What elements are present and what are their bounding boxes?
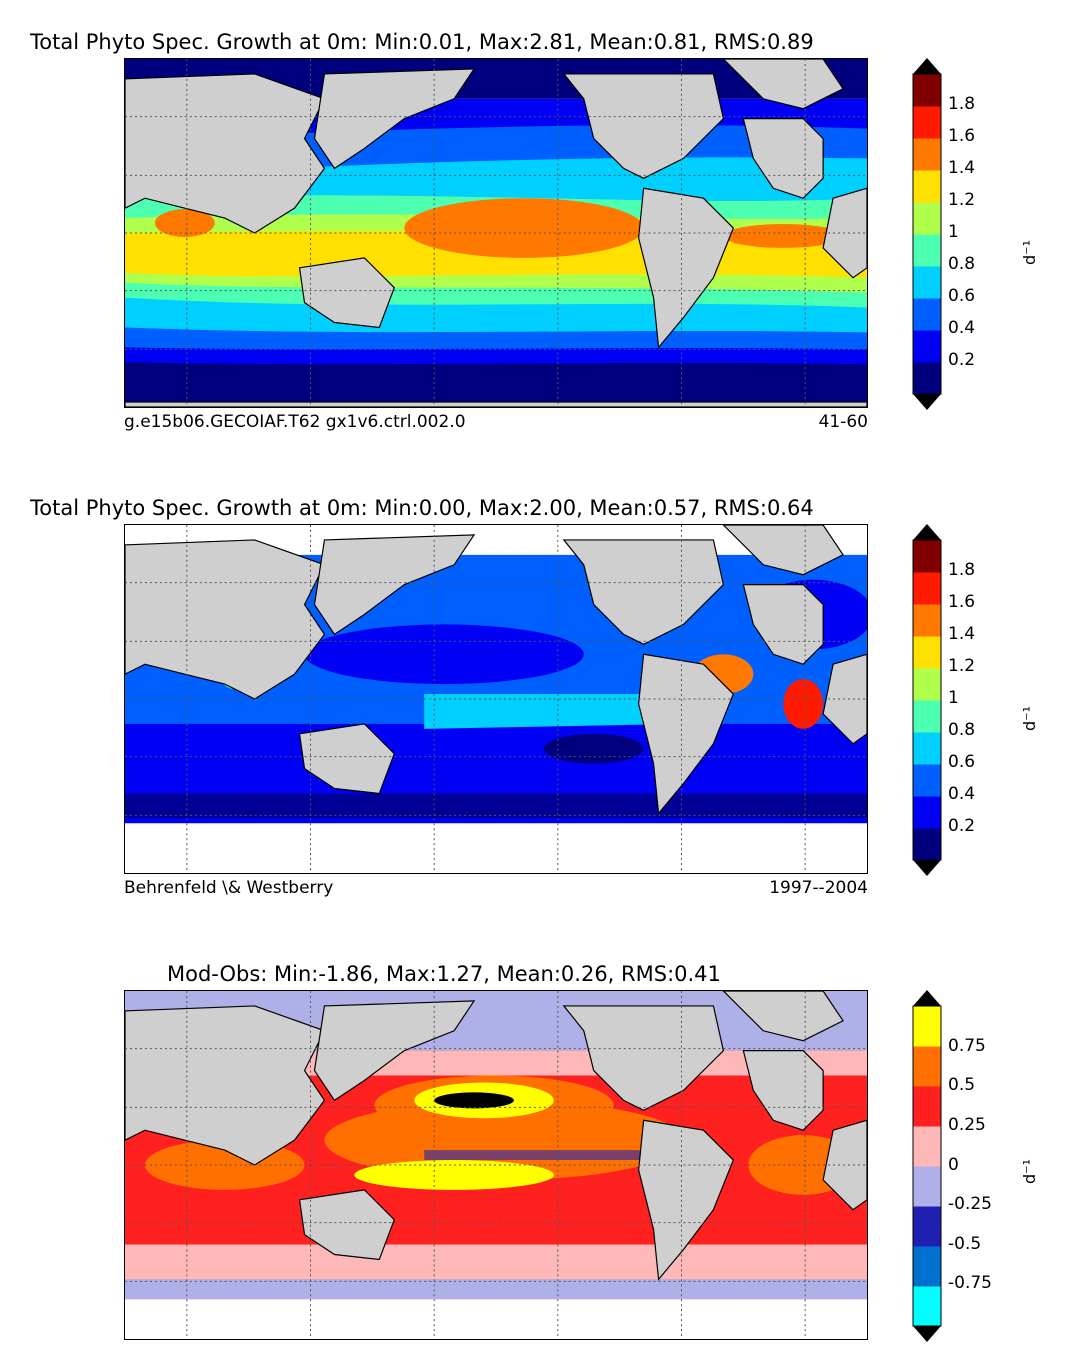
colorbar-tick: 0 xyxy=(948,1155,959,1175)
colorbar-swatch xyxy=(913,1126,941,1167)
colorbar-swatch xyxy=(913,298,941,331)
colorbar-tick: 1.6 xyxy=(948,592,976,612)
colorbar-frame xyxy=(912,73,942,395)
colorbar-swatch xyxy=(913,1206,941,1247)
colorbar-tick: 1 xyxy=(948,222,959,242)
colorbar-swatch xyxy=(913,1086,941,1127)
colorbar-swatch xyxy=(913,234,941,267)
colorbar-unit: d⁻¹ xyxy=(1020,239,1039,265)
colorbar-tick: -0.5 xyxy=(948,1234,982,1254)
colorbar-tick: 0.75 xyxy=(948,1036,986,1056)
colorbar-extend-max xyxy=(913,524,941,540)
colorbar-tick: -0.25 xyxy=(948,1194,992,1214)
colorbar-frame xyxy=(912,539,942,861)
colorbar-swatches xyxy=(912,990,942,1342)
colorbar-swatch xyxy=(913,362,941,395)
colorbar-tick: 0.5 xyxy=(948,1075,976,1095)
colorbar-tick: 0.4 xyxy=(948,784,976,804)
colorbar-extend-max xyxy=(913,58,941,74)
colorbar-tick: 0.6 xyxy=(948,286,976,306)
map-difference xyxy=(124,990,868,1340)
colorbar-tick: 0.25 xyxy=(948,1115,986,1135)
colorbar-swatch xyxy=(913,1046,941,1087)
colorbar-swatch xyxy=(913,330,941,363)
colorbar-swatch xyxy=(913,202,941,235)
colorbar-swatch xyxy=(913,540,941,573)
colorbar-swatch xyxy=(913,732,941,765)
colorbar-tick: 0.8 xyxy=(948,254,976,274)
colorbar-swatches xyxy=(912,58,942,410)
panel-model: Total Phyto Spec. Growth at 0m: Min:0.01… xyxy=(0,30,1065,450)
colorbar-tick: 0.2 xyxy=(948,350,976,370)
colorbar-swatch xyxy=(913,700,941,733)
colorbar-swatch xyxy=(913,106,941,139)
colorbar-swatch xyxy=(913,1166,941,1207)
colorbar xyxy=(912,524,942,876)
colorbar-swatch xyxy=(913,764,941,797)
panel-observed: Total Phyto Spec. Growth at 0m: Min:0.00… xyxy=(0,496,1065,916)
colorbar-swatches xyxy=(912,524,942,876)
map-model-growth xyxy=(124,58,868,408)
subtitle-left: g.e15b06.GECOIAF.T62 gx1v6.ctrl.002.0 xyxy=(124,412,466,432)
colorbar-tick: 1.6 xyxy=(948,126,976,146)
subtitle-right: 1997--2004 xyxy=(769,878,868,898)
colorbar-swatch xyxy=(913,74,941,107)
colorbar-swatch xyxy=(913,796,941,829)
colorbar-tick: 1 xyxy=(948,688,959,708)
colorbar-swatch xyxy=(913,138,941,171)
colorbar-swatch xyxy=(913,1246,941,1287)
colorbar xyxy=(912,990,942,1342)
subtitle-left: Behrenfeld \& Westberry xyxy=(124,878,334,898)
colorbar-swatch xyxy=(913,1286,941,1327)
colorbar-swatch xyxy=(913,1006,941,1047)
panel-title: Mod-Obs: Min:-1.86, Max:1.27, Mean:0.26,… xyxy=(167,962,721,986)
colorbar-swatch xyxy=(913,170,941,203)
colorbar-tick: 1.8 xyxy=(948,560,976,580)
colorbar xyxy=(912,58,942,410)
colorbar-tick: -0.75 xyxy=(948,1273,992,1293)
panel-title: Total Phyto Spec. Growth at 0m: Min:0.01… xyxy=(30,30,814,54)
colorbar-tick: 1.2 xyxy=(948,190,976,210)
colorbar-extend-min xyxy=(913,860,941,876)
colorbar-swatch xyxy=(913,604,941,637)
colorbar-tick: 0.6 xyxy=(948,752,976,772)
colorbar-swatch xyxy=(913,668,941,701)
colorbar-tick: 1.4 xyxy=(948,158,976,178)
colorbar-unit: d⁻¹ xyxy=(1020,705,1039,731)
colorbar-unit: d⁻¹ xyxy=(1020,1158,1039,1184)
subtitle-right: 41-60 xyxy=(818,412,868,432)
colorbar-swatch xyxy=(913,266,941,299)
panel-difference: Mod-Obs: Min:-1.86, Max:1.27, Mean:0.26,… xyxy=(0,962,1065,1362)
colorbar-tick: 0.8 xyxy=(948,720,976,740)
colorbar-extend-max xyxy=(913,990,941,1006)
map-observed-growth xyxy=(124,524,868,874)
colorbar-tick: 0.2 xyxy=(948,816,976,836)
colorbar-swatch xyxy=(913,828,941,861)
colorbar-swatch xyxy=(913,572,941,605)
colorbar-swatch xyxy=(913,636,941,669)
colorbar-frame xyxy=(912,1005,942,1327)
colorbar-tick: 0.4 xyxy=(948,318,976,338)
panel-title: Total Phyto Spec. Growth at 0m: Min:0.00… xyxy=(30,496,814,520)
colorbar-tick: 1.2 xyxy=(948,656,976,676)
colorbar-extend-min xyxy=(913,1326,941,1342)
colorbar-tick: 1.4 xyxy=(948,624,976,644)
colorbar-tick: 1.8 xyxy=(948,94,976,114)
colorbar-extend-min xyxy=(913,394,941,410)
